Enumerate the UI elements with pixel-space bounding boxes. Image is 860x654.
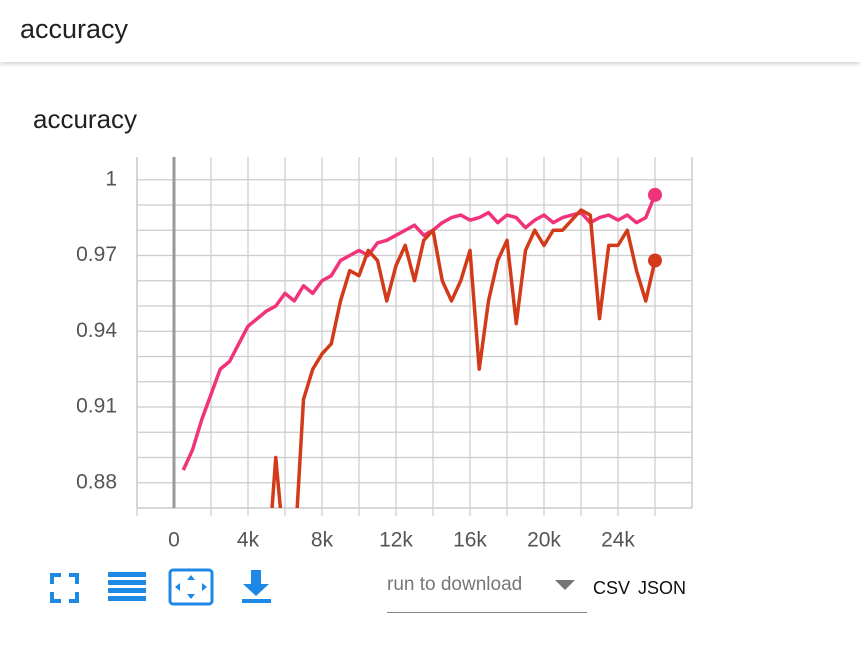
x-tick-label: 0: [168, 529, 180, 552]
header-title: accuracy: [20, 14, 129, 44]
y-tick-label: 0.97: [76, 243, 117, 266]
y-tick-label: 0.91: [76, 395, 117, 418]
fit-domain-button[interactable]: [168, 568, 214, 606]
y-tick-label: 1: [105, 167, 117, 190]
csv-button[interactable]: CSV: [593, 578, 631, 598]
header-bar: accuracy: [0, 0, 860, 62]
chart: 0.88 0.91 0.94 0.97 1 0 4k 8k 12k 16k 20k 24k: [76, 157, 693, 552]
toolbar-icons: [50, 568, 271, 606]
x-tick-label: 20k: [527, 529, 561, 552]
run-dropdown[interactable]: run to download: [387, 574, 587, 613]
dropdown-arrow: [555, 580, 575, 590]
x-tick-label: 12k: [379, 529, 413, 552]
x-tick-label: 8k: [311, 529, 334, 552]
download-button[interactable]: [242, 570, 271, 603]
y-tick-label: 0.88: [76, 470, 117, 493]
dropdown-placeholder: run to download: [387, 574, 523, 595]
x-tick-label: 16k: [453, 529, 487, 552]
toggle-log-button[interactable]: [108, 572, 146, 601]
card-title: accuracy: [33, 104, 138, 134]
fullscreen-button[interactable]: [50, 573, 79, 603]
y-tick-label: 0.94: [76, 319, 117, 342]
end-point: [648, 187, 662, 202]
series-line: [270, 208, 657, 508]
x-tick-label: 4k: [237, 529, 260, 552]
json-button[interactable]: JSON: [638, 578, 687, 598]
x-tick-label: 24k: [601, 529, 635, 552]
series-line: [181, 194, 657, 471]
end-point: [648, 253, 662, 268]
